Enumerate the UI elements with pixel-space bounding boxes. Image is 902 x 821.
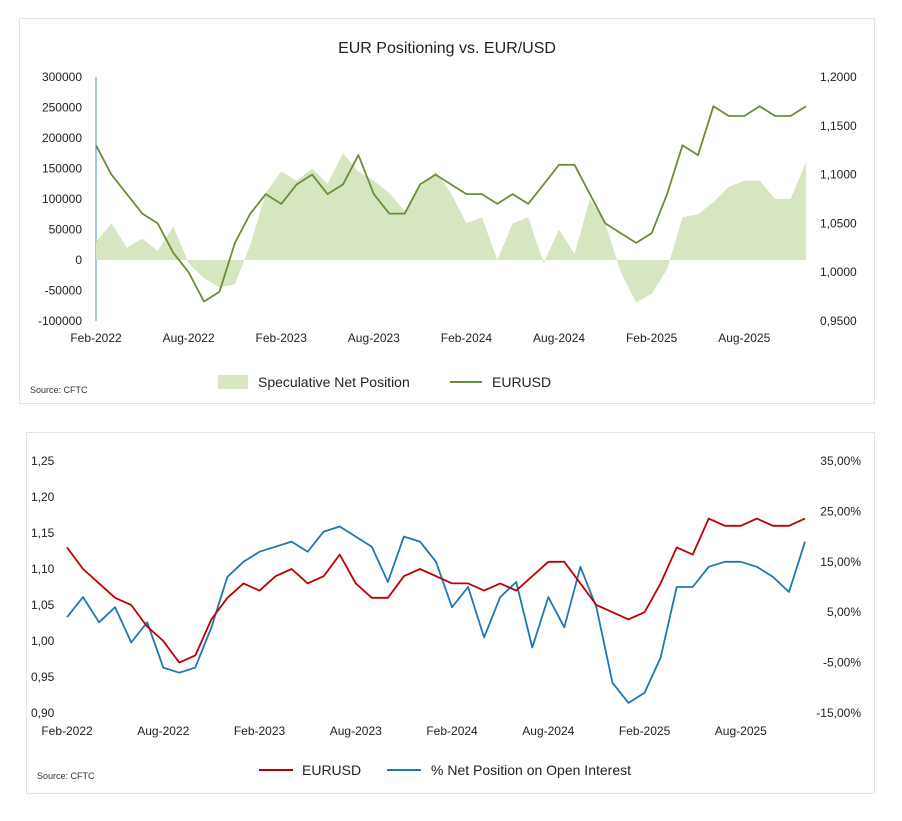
legend-label-net-position: % Net Position on Open Interest (431, 762, 631, 778)
x-tick-label: Aug-2024 (522, 724, 574, 738)
x-tick-label: Aug-2025 (718, 331, 770, 345)
source-note: Source: CFTC (37, 771, 95, 781)
y-left-tick-label: 1,05 (31, 598, 55, 612)
chart-panel-positioning: EUR Positioning vs. EUR/USD -100000 -50000… (19, 18, 875, 404)
y-right-tick-label: 1,1500 (820, 119, 857, 133)
y-left-tick-label: 0 (75, 253, 82, 267)
x-tick-label: Aug-2022 (163, 331, 215, 345)
y-left-tick-label: 1,25 (31, 454, 55, 468)
x-tick-label: Aug-2023 (348, 331, 400, 345)
y-left-tick-label: 1,10 (31, 562, 55, 576)
positioning-chart: EUR Positioning vs. EUR/USD -100000 -50000… (30, 40, 857, 395)
x-tick-label: Feb-2023 (256, 331, 308, 345)
legend-label-net-position: Speculative Net Position (258, 374, 410, 390)
x-tick-label: Feb-2022 (41, 724, 93, 738)
y-left-tick-label: 0,90 (31, 706, 55, 720)
y-left-tick-label: 100000 (42, 192, 82, 206)
y-right-tick-label: 5,00% (827, 605, 861, 619)
y-left-tick-label: 0,95 (31, 670, 55, 684)
x-tick-label: Aug-2022 (137, 724, 189, 738)
y-left-tick-label: -100000 (38, 314, 82, 328)
y-left-tick-label: -50000 (45, 284, 83, 298)
y-left-tick-label: 250000 (42, 101, 82, 115)
x-tick-label: Feb-2022 (70, 331, 122, 345)
y-right-tick-label: 35,00% (820, 454, 861, 468)
y-left-tick-label: 300000 (42, 70, 82, 84)
x-tick-label: Feb-2025 (619, 724, 671, 738)
y-left-tick-label: 150000 (42, 162, 82, 176)
net-position-line (66, 525, 806, 704)
net-open-interest-chart: 0,90 0,95 1,00 1,05 1,10 1,15 1,20 1,25 -15,00% -… (31, 454, 861, 781)
legend-swatch-net-position (218, 375, 248, 389)
x-tick-label: Aug-2024 (533, 331, 585, 345)
x-tick-label: Feb-2025 (626, 331, 678, 345)
eurusd-line (66, 517, 806, 664)
y-right-tick-label: 1,2000 (820, 70, 857, 84)
y-right-tick-label: 0,9500 (820, 314, 857, 328)
y-left-tick-label: 1,15 (31, 526, 55, 540)
y-right-tick-label: 1,1000 (820, 168, 857, 182)
legend-label-eurusd: EURUSD (492, 374, 551, 390)
y-left-tick-label: 50000 (49, 223, 83, 237)
x-tick-label: Aug-2023 (330, 724, 382, 738)
y-left-tick-label: 1,00 (31, 634, 55, 648)
eurusd-line (95, 105, 807, 303)
y-right-tick-label: -15,00% (816, 706, 861, 720)
y-right-tick-label: 1,0000 (820, 265, 857, 279)
y-right-tick-label: -5,00% (823, 656, 861, 670)
source-note: Source: CFTC (30, 385, 88, 395)
x-tick-label: Feb-2024 (426, 724, 478, 738)
y-left-tick-label: 1,20 (31, 490, 55, 504)
y-right-tick-label: 25,00% (820, 504, 861, 518)
y-left-tick-label: 200000 (42, 131, 82, 145)
x-tick-label: Feb-2024 (441, 331, 493, 345)
x-tick-label: Aug-2025 (715, 724, 767, 738)
speculative-net-position-area (96, 153, 806, 303)
chart-panel-net-open-interest: 0,90 0,95 1,00 1,05 1,10 1,15 1,20 1,25 -15,00% -… (26, 432, 875, 794)
chart-title: EUR Positioning vs. EUR/USD (338, 40, 556, 57)
legend-label-eurusd: EURUSD (302, 762, 361, 778)
x-tick-label: Feb-2023 (234, 724, 286, 738)
y-right-tick-label: 15,00% (820, 555, 861, 569)
y-right-tick-label: 1,0500 (820, 216, 857, 230)
